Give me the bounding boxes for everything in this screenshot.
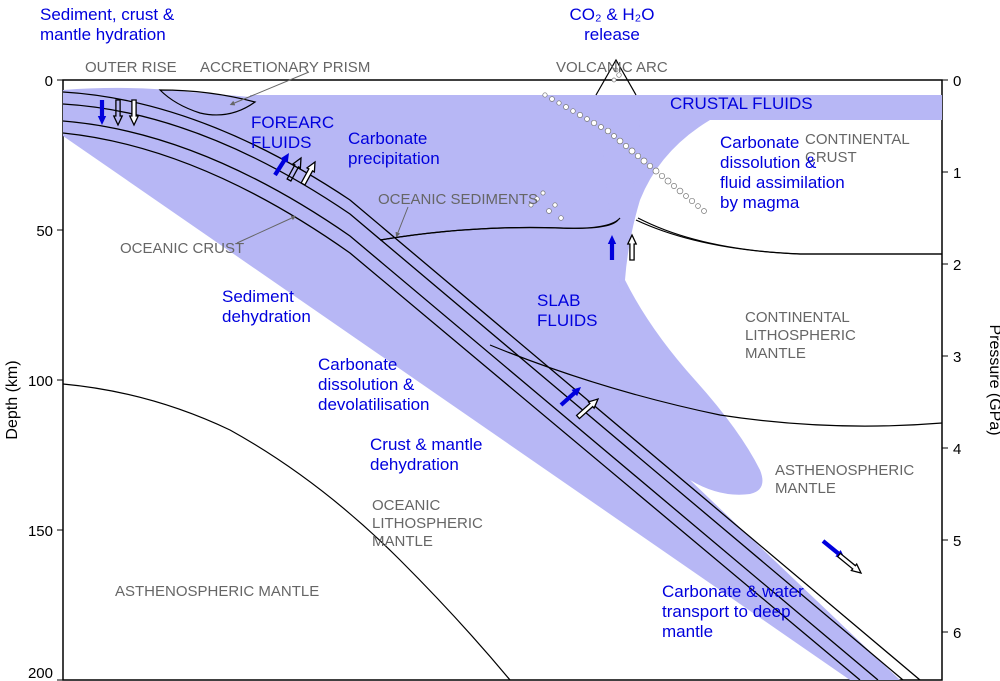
- lbl-asth1: ASTHENOSPHERICMANTLE: [775, 462, 914, 497]
- axis-right: 0 1 2 3 4 5 6: [942, 73, 961, 642]
- axis-right-title: Pressure (GPa): [986, 324, 1000, 435]
- crustal-fluid-band: [250, 95, 942, 118]
- lbl-asth2: ASTHENOSPHERIC MANTLE: [115, 583, 319, 600]
- svg-text:1: 1: [953, 165, 961, 182]
- svg-text:6: 6: [953, 625, 961, 642]
- lbl-carb-precip: Carbonateprecipitation: [348, 129, 440, 168]
- axis-left-title: Depth (km): [4, 360, 21, 439]
- lbl-oc-lith: OCEANICLITHOSPHERICMANTLE: [372, 497, 483, 550]
- lbl-oc-sed: OCEANIC SEDIMENTS: [378, 191, 538, 208]
- lbl-oc-crust: OCEANIC CRUST: [120, 240, 244, 257]
- svg-text:0: 0: [45, 73, 53, 90]
- lbl-crustal: CRUSTAL FLUIDS: [670, 94, 813, 113]
- lbl-accr-prism: ACCRETIONARY PRISM: [200, 59, 370, 76]
- svg-text:150: 150: [28, 523, 53, 540]
- svg-text:4: 4: [953, 441, 961, 458]
- diagram-svg: 0 50 100 150 200 Depth (km) 0 1 2 3 4 5 …: [0, 0, 1000, 681]
- lbl-co2: CO₂ & H₂Orelease: [570, 5, 655, 44]
- svg-text:200: 200: [28, 665, 53, 681]
- subduction-diagram: { "meta":{ "type":"diagram", "width":100…: [0, 0, 1000, 681]
- lbl-volc-arc: VOLCANIC ARC: [556, 59, 668, 76]
- svg-text:2: 2: [953, 257, 961, 274]
- svg-text:3: 3: [953, 349, 961, 366]
- svg-text:0: 0: [953, 73, 961, 90]
- axis-left: 0 50 100 150 200: [28, 73, 63, 681]
- svg-text:50: 50: [36, 223, 53, 240]
- lbl-cont-lith: CONTINENTALLITHOSPHERICMANTLE: [745, 309, 856, 362]
- lbl-outer-rise: OUTER RISE: [85, 59, 177, 76]
- svg-text:5: 5: [953, 533, 961, 550]
- lbl-cm-dehyd: Crust & mantledehydration: [370, 435, 482, 474]
- transport-open: [838, 553, 861, 573]
- svg-text:100: 100: [28, 373, 53, 390]
- oceanic-lab: [63, 384, 510, 680]
- lbl-sed-hyd: Sediment, crust &mantle hydration: [40, 5, 175, 44]
